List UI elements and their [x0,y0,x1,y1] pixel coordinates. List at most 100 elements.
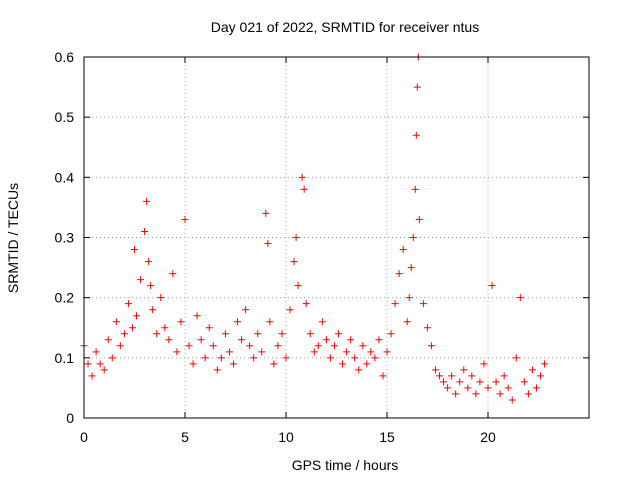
data-point [524,390,532,398]
data-point [409,234,417,241]
data-point [322,336,330,344]
data-point [379,372,387,380]
data-point [177,318,185,326]
data-point [143,197,151,205]
data-point [508,396,516,404]
data-point [413,83,421,91]
data-point [306,330,314,338]
data-point [391,300,399,308]
data-point [537,372,545,380]
data-point [330,342,338,350]
data-point [92,348,100,356]
data-point [399,246,407,254]
data-point [532,384,540,392]
data-point [488,282,496,290]
data-point [133,312,141,320]
data-point [116,342,124,350]
data-point [270,360,278,368]
data-point [339,360,347,368]
data-point [405,294,413,302]
data-point [161,324,169,332]
data-point [141,227,149,235]
x-tick-label: 15 [379,429,395,445]
data-point [108,354,116,362]
data-point [371,354,379,362]
axis-ticks: 0 0.1 0.2 0.3 0.4 0.5 0.6 0 5 10 15 20 [55,49,589,445]
data-point [541,360,549,368]
data-point [294,282,302,290]
data-point [335,330,343,338]
data-point [318,318,326,326]
data-point [88,372,96,380]
data-point [415,215,423,223]
data-point [363,360,371,368]
data-point [258,348,266,356]
x-tick-label: 10 [278,429,294,445]
data-point [504,384,512,392]
data-point [383,348,391,356]
data-point [221,330,229,338]
data-point [431,366,439,374]
data-point [84,360,92,368]
data-point [181,215,189,223]
data-point [298,173,306,181]
data-point [234,318,242,326]
y-tick-label: 0.1 [55,350,75,366]
data-point [300,185,308,193]
data-point [516,294,524,302]
data-point [197,336,205,344]
data-point [286,306,294,314]
data-point [403,318,411,326]
data-point [266,318,274,326]
data-point [520,378,528,386]
data-point [217,354,225,362]
data-point [452,390,460,398]
data-point [423,324,431,332]
y-tick-label: 0 [66,410,74,426]
data-point [500,372,508,380]
data-point [274,342,282,350]
data-point [464,384,472,392]
data-point [193,312,201,320]
x-tick-label: 0 [80,429,88,445]
x-tick-label: 5 [181,429,189,445]
data-point [262,209,270,217]
data-point [213,366,221,374]
data-point [387,330,395,338]
data-point [290,258,298,266]
data-point [492,378,500,386]
data-point [185,342,193,350]
data-point [302,300,310,308]
data-point [326,354,334,362]
x-tick-label: 20 [480,429,496,445]
data-point [395,270,403,278]
data-point [229,360,237,368]
data-point [104,336,112,344]
data-point [460,366,468,374]
data-point [355,366,363,374]
data-point [128,324,136,332]
data-point [419,300,427,308]
data-point [100,366,108,374]
data-point [209,342,217,350]
data-point [120,330,128,338]
data-point [157,294,165,302]
data-point [137,276,145,284]
data-point [131,246,138,254]
data-point [444,384,452,392]
data-point [254,330,262,338]
data-point [343,348,351,356]
data-point [225,348,233,356]
y-tick-label: 0.4 [55,169,75,185]
data-point [407,264,415,272]
data-point [145,258,153,266]
data-point [347,336,355,344]
data-point [169,270,177,278]
data-point [496,390,504,398]
x-axis-label: GPS time / hours [292,457,399,473]
data-point [173,348,181,356]
data-points [80,53,549,404]
data-point [242,306,250,314]
